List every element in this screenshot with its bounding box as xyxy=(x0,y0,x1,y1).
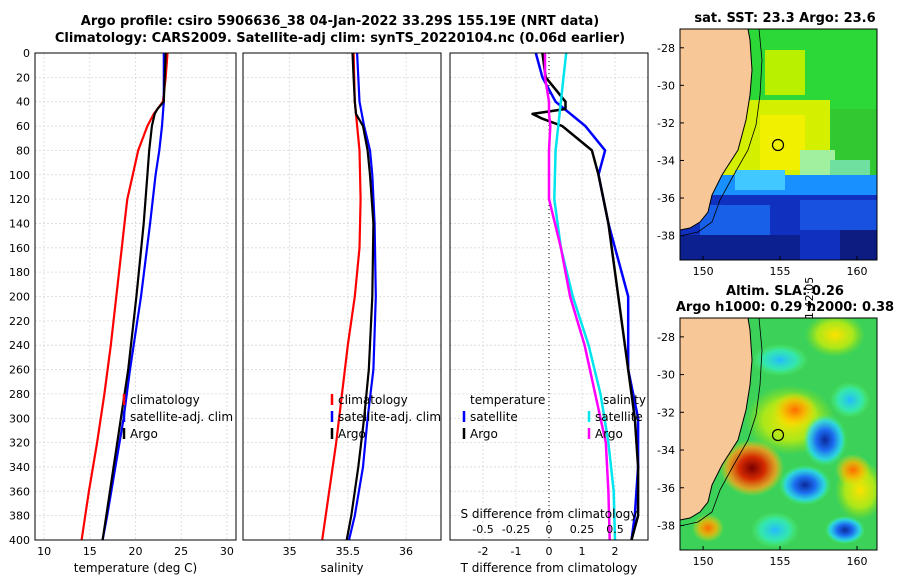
depth-tick-label: 280 xyxy=(9,388,30,401)
series-satellite-adj-clim xyxy=(347,52,377,541)
legend-temperature-satellite-label: satellite xyxy=(470,410,518,424)
depth-tick-label: 320 xyxy=(9,437,30,450)
x-tick-label: 20 xyxy=(129,545,143,558)
map-y-tick-label: -38 xyxy=(657,230,675,243)
x-tick-label: 30 xyxy=(220,545,234,558)
depth-tick-label: 340 xyxy=(9,461,30,474)
legend-satellite-adj-clim-label: satellite-adj. clim xyxy=(130,410,233,424)
s-tick-label: -0.5 xyxy=(472,523,493,536)
depth-tick-label: 220 xyxy=(9,315,30,328)
x-axis-label-top: S difference from climatology xyxy=(461,507,638,521)
depth-tick-label: 100 xyxy=(9,169,30,182)
map-x-tick-label: 150 xyxy=(693,265,714,278)
panel-frame xyxy=(449,52,649,541)
map-y-tick-label: -28 xyxy=(657,331,675,344)
map-x-tick-label: 160 xyxy=(846,265,867,278)
map-y-tick-label: -34 xyxy=(657,154,675,167)
x-tick-label: 36 xyxy=(399,545,413,558)
x-tick-label: 15 xyxy=(83,545,97,558)
depth-tick-label: 240 xyxy=(9,339,30,352)
x-tick-label: 35.5 xyxy=(336,545,361,558)
legend-climatology-label: climatology xyxy=(130,393,200,407)
legend-satellite-adj-clim-label: satellite-adj. clim xyxy=(338,410,441,424)
depth-tick-label: 260 xyxy=(9,364,30,377)
sla-map-title: Altim. SLA: 0.26 xyxy=(726,284,844,299)
legend-temperature-heading: temperature xyxy=(470,393,545,407)
depth-tick-label: 80 xyxy=(16,144,30,157)
map-y-tick-label: -28 xyxy=(657,42,675,55)
sla-float-marker xyxy=(771,428,785,442)
legend-salinity-heading: salinity xyxy=(603,393,646,407)
map-y-tick-label: -30 xyxy=(657,79,675,92)
h-map-title: Argo h1000: 0.29 h2000: 0.38 xyxy=(675,300,895,315)
x-tick-label: 25 xyxy=(174,545,188,558)
panel-frame xyxy=(34,52,237,541)
series-climatology xyxy=(321,52,362,541)
map-x-tick-label: 155 xyxy=(770,555,791,568)
depth-tick-label: 360 xyxy=(9,485,30,498)
x-tick-label: -2 xyxy=(478,545,489,558)
depth-tick-label: 120 xyxy=(9,193,30,206)
legend-climatology-label: climatology xyxy=(338,393,408,407)
sla-map xyxy=(680,318,877,550)
sst-float-marker xyxy=(771,138,785,152)
map-y-tick-label: -36 xyxy=(657,482,675,495)
map-y-tick-label: -32 xyxy=(657,117,675,130)
difference-panel: -2 -1 0 1 2 T difference from climatology temp… xyxy=(449,52,649,575)
map-x-tick-label: 150 xyxy=(693,555,714,568)
legend-salinity-argo-label: Argo xyxy=(595,427,623,441)
depth-tick-label: 200 xyxy=(9,291,30,304)
depth-tick-label: 40 xyxy=(16,96,30,109)
map-y-tick-label: -30 xyxy=(657,369,675,382)
series-salinity-satellite xyxy=(553,52,617,541)
panel-frame xyxy=(242,52,442,541)
x-tick-label: 35 xyxy=(283,545,297,558)
x-axis-label: T difference from climatology xyxy=(460,561,638,575)
legend-argo-label: Argo xyxy=(338,427,366,441)
x-tick-label: -1 xyxy=(511,545,522,558)
x-tick-label: 2 xyxy=(612,545,619,558)
s-tick-label: 0.25 xyxy=(570,523,595,536)
s-tick-label: -0.25 xyxy=(502,523,530,536)
sst-map-axes: 150 155 160 -28 -30 -32 -34 -36 -38 xyxy=(657,42,867,278)
legend-salinity-satellite-label: satellite xyxy=(595,410,643,424)
s-tick-label: 0 xyxy=(546,523,553,536)
map-x-tick-label: 155 xyxy=(770,265,791,278)
map-y-tick-label: -38 xyxy=(657,519,675,532)
title-line-1: Argo profile: csiro 5906636_38 04-Jan-20… xyxy=(80,14,600,29)
depth-tick-label: 400 xyxy=(9,534,30,547)
map-y-tick-label: -36 xyxy=(657,192,675,205)
series-temperature-argo xyxy=(531,52,640,541)
map-x-tick-label: 160 xyxy=(846,555,867,568)
series-salinity-argo xyxy=(543,53,611,541)
series-argo xyxy=(345,52,375,541)
map-y-tick-label: -32 xyxy=(657,406,675,419)
series-argo xyxy=(101,52,167,541)
depth-tick-label: 20 xyxy=(16,71,30,84)
x-axis-label: salinity xyxy=(320,561,363,575)
legend-temperature-argo-label: Argo xyxy=(470,427,498,441)
x-tick-label: 0 xyxy=(546,545,553,558)
sst-map-title: sat. SST: 23.3 Argo: 23.6 xyxy=(694,11,876,26)
x-axis-label: temperature (deg C) xyxy=(74,561,197,575)
sst-map xyxy=(680,29,877,260)
sla-map-axes: 150 155 160 -28 -30 -32 -34 -36 -38 xyxy=(657,331,867,568)
legend-argo-label: Argo xyxy=(130,427,158,441)
depth-tick-label: 300 xyxy=(9,412,30,425)
depth-tick-label: 160 xyxy=(9,242,30,255)
title-line-2: Climatology: CARS2009. Satellite-adj cli… xyxy=(54,31,626,46)
depth-tick-label: 0 xyxy=(23,47,30,60)
map-y-tick-label: -34 xyxy=(657,444,675,457)
depth-tick-label: 140 xyxy=(9,217,30,230)
s-tick-label: 0.5 xyxy=(606,523,624,536)
x-tick-label: 10 xyxy=(37,545,51,558)
depth-tick-label: 180 xyxy=(9,266,30,279)
temperature-panel: 0 20 40 60 80 100 120 140 160 180 200 220 240 260 280 3… xyxy=(9,47,237,575)
depth-tick-label: 60 xyxy=(16,120,30,133)
depth-tick-label: 380 xyxy=(9,510,30,523)
x-tick-label: 1 xyxy=(579,545,586,558)
salinity-panel: 35 35.5 36 salinity climatology satellite-adj… xyxy=(242,52,442,575)
